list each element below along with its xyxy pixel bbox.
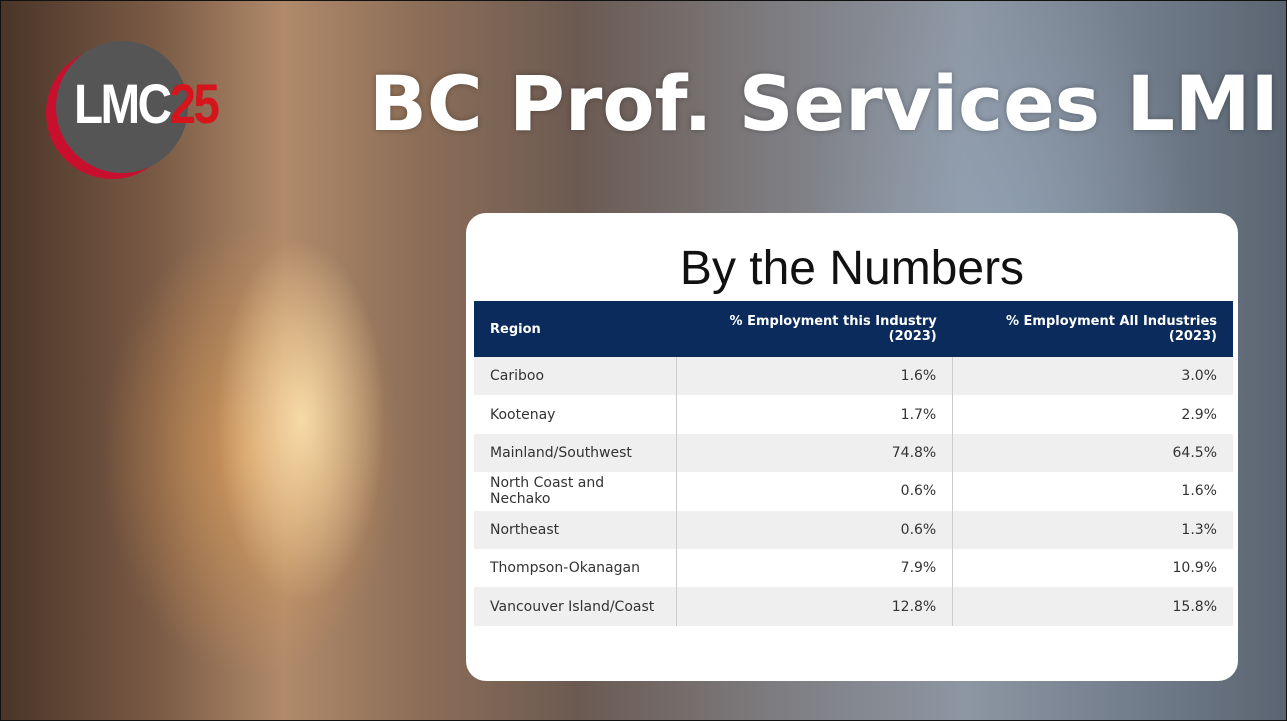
card-heading: By the Numbers [679, 242, 1025, 295]
table-row: Vancouver Island/Coast 12.8% 15.8% [474, 587, 1233, 626]
table-row: Northeast 0.6% 1.3% [474, 510, 1233, 549]
slide-title: BC Prof. Services LMI [369, 59, 1279, 148]
value-cell: 1.6% [675, 357, 953, 396]
region-cell: Northeast [474, 510, 676, 549]
value-cell: 10.9% [952, 548, 1233, 588]
value-cell: 64.5% [952, 433, 1233, 473]
region-cell: Vancouver Island/Coast [474, 587, 676, 626]
region-cell: North Coast and Nechako [490, 475, 605, 508]
region-cell: Cariboo [474, 357, 676, 396]
logo-circle [56, 41, 188, 173]
value-cell: 74.8% [675, 433, 953, 473]
logo: LMC25 [46, 41, 220, 181]
value-cell: 1.7% [675, 395, 953, 434]
logo-letters: LMC [74, 72, 172, 135]
table-row: Thompson-Okanagan 7.9% 10.9% [474, 548, 1233, 588]
table-row: Mainland/Southwest 74.8% 64.5% [474, 433, 1233, 473]
column-header: % Employment All Industries (2023) [952, 301, 1233, 357]
column-header: Region [474, 301, 676, 357]
column-header: % Employment this Industry (2023) [676, 301, 953, 357]
table-row: Cariboo 1.6% 3.0% [474, 357, 1233, 396]
header-row: Region% Employment this Industry (2023)%… [474, 301, 1233, 357]
value-cell: 0.6% [675, 510, 953, 549]
table-row: North Coast and Nechako 0.6% 1.6% [474, 472, 1233, 511]
value-cell: 0.6% [675, 472, 953, 511]
value-cell: 12.8% [675, 587, 953, 626]
value-cell: 3.0% [952, 357, 1233, 396]
logo-number: 25 [169, 72, 219, 135]
value-cell: 2.9% [952, 395, 1233, 434]
data-table: Region% Employment this Industry (2023)%… [474, 301, 1233, 626]
value-cell: 1.6% [952, 472, 1233, 511]
region-cell: Thompson-Okanagan [490, 560, 640, 577]
value-cell: 15.8% [952, 587, 1233, 626]
value-cell: 7.9% [675, 548, 953, 588]
card: By the Numbers Region% Employment this I… [466, 213, 1238, 681]
logo-text: LMC25 [74, 71, 220, 136]
table-row: Kootenay 1.7% 2.9% [474, 395, 1233, 434]
value-cell: 1.3% [952, 510, 1233, 549]
table-body: Cariboo 1.6% 3.0% Kootenay 1.7% 2.9% Mainland/… [474, 357, 1233, 626]
region-cell: Kootenay [490, 406, 556, 423]
region-cell: Mainland/Southwest [474, 433, 676, 473]
